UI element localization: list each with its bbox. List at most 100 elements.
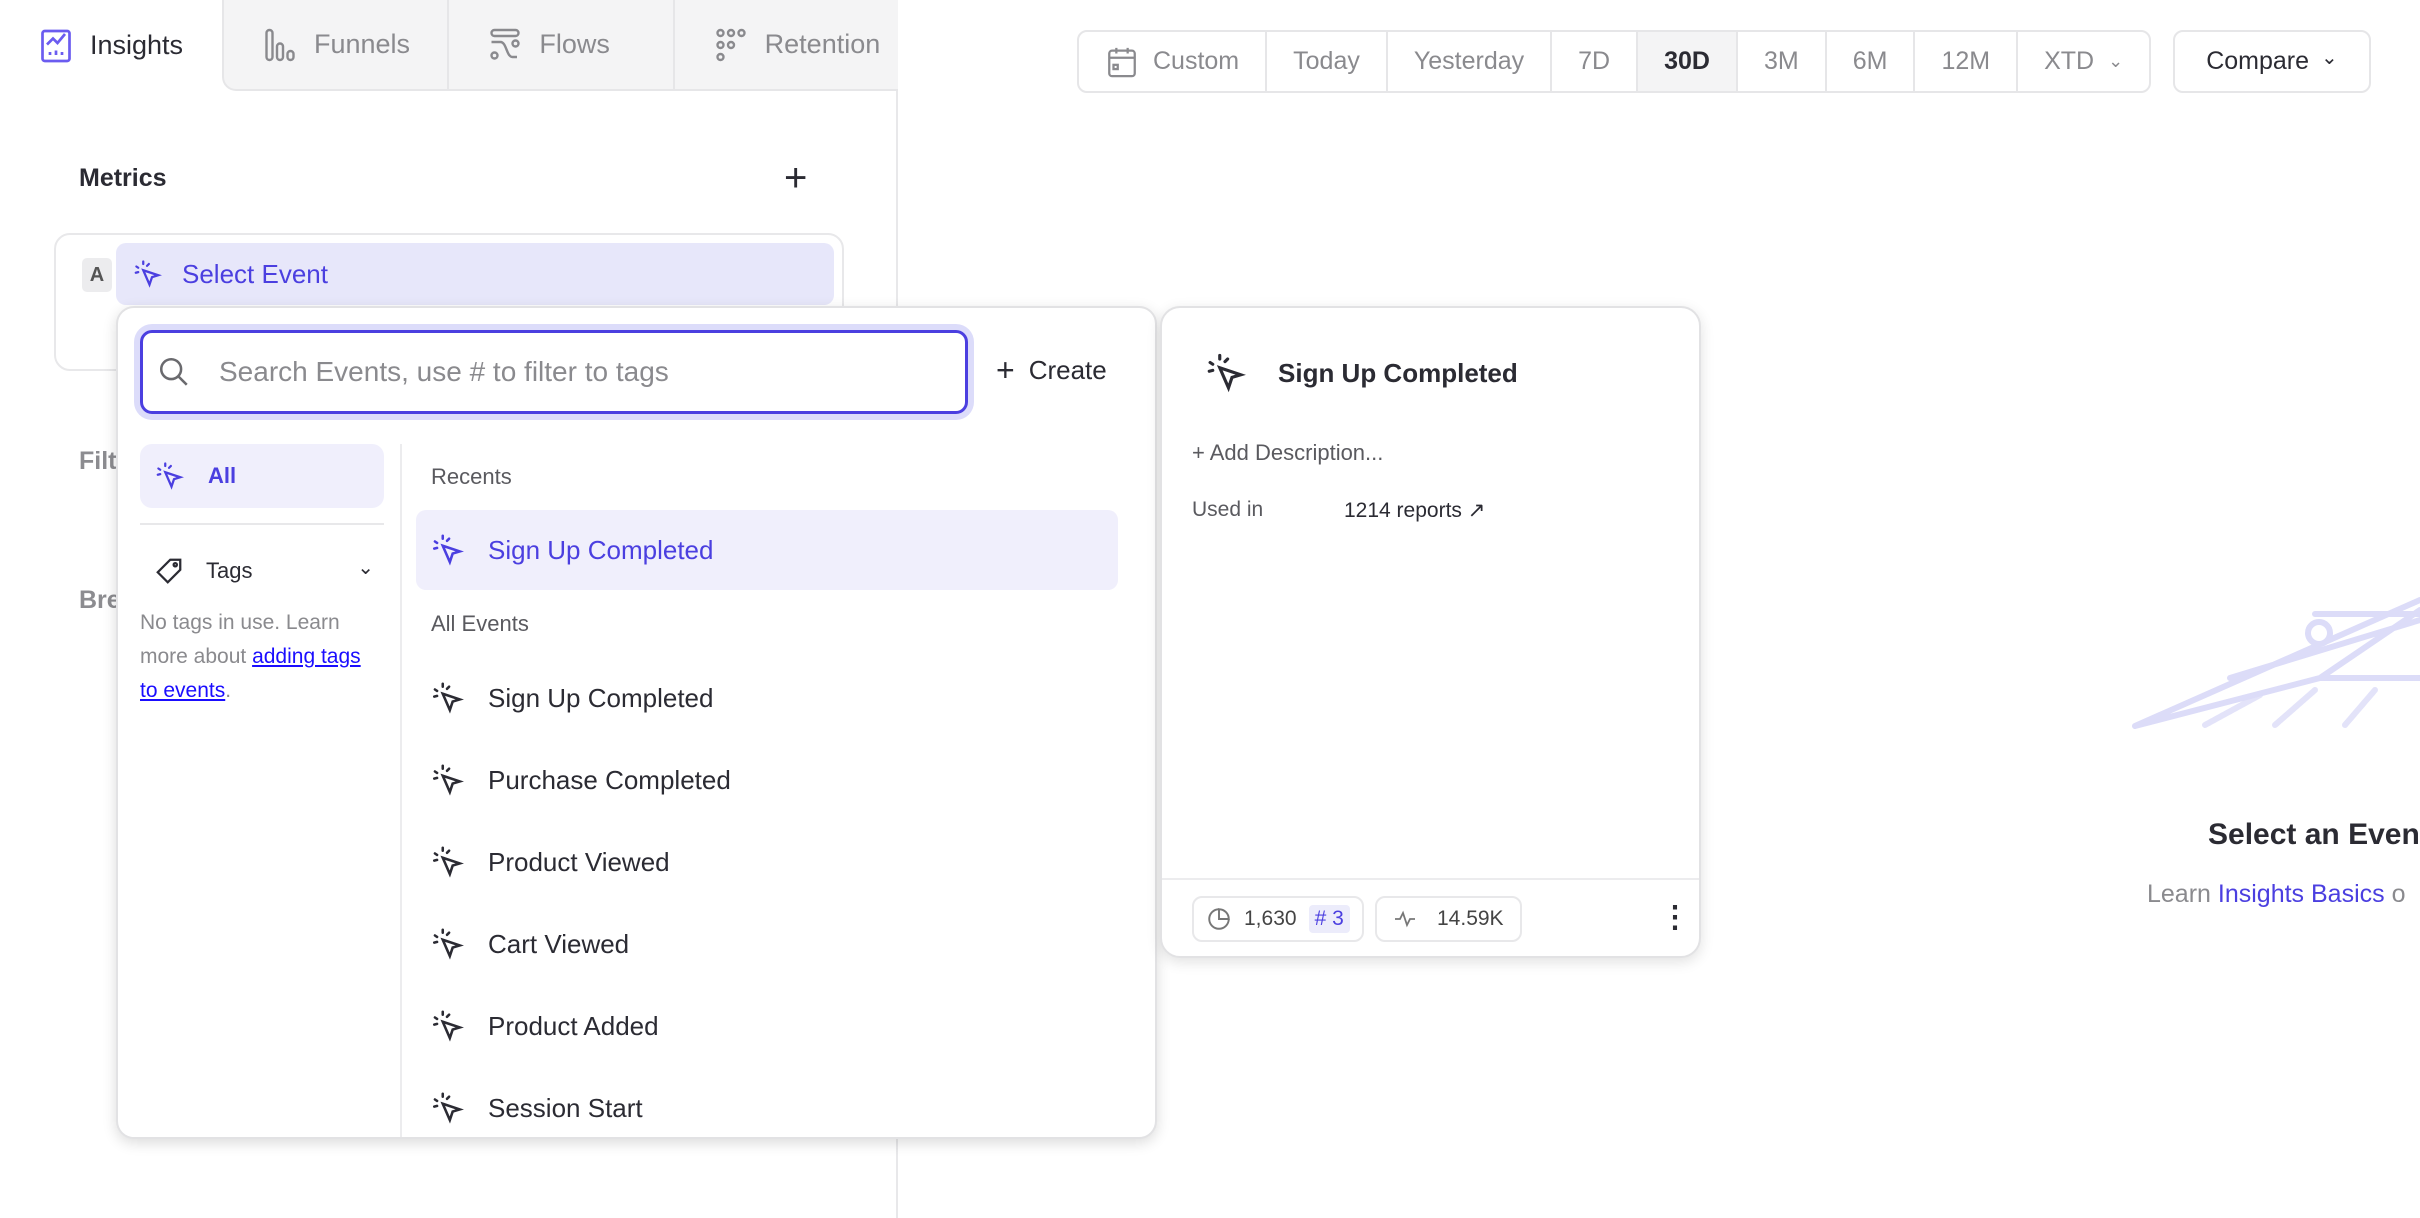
category-label: Tags	[206, 558, 253, 583]
cursor-click-icon	[432, 764, 464, 796]
event-name: Product Added	[488, 1010, 659, 1041]
calendar-icon	[1108, 47, 1136, 77]
rank-badge: # 3	[1308, 905, 1350, 933]
cursor-click-icon	[432, 1010, 464, 1042]
empty-state-help: Learn Insights Basics o	[2147, 880, 2406, 909]
chevron-down-icon: ⌄	[2321, 47, 2338, 69]
select-event-label: Select Event	[182, 258, 328, 289]
tab-insights[interactable]: Insights	[0, 0, 222, 91]
event-name: Sign Up Completed	[488, 534, 714, 565]
cursor-click-icon	[1207, 353, 1246, 393]
plus-icon: +	[996, 352, 1015, 388]
empty-state-illustration	[2132, 597, 2420, 729]
insights-chart-icon	[41, 29, 71, 62]
date-option-custom[interactable]: Custom	[1079, 32, 1265, 91]
chevron-down-icon: ⌄	[2108, 51, 2124, 71]
event-item[interactable]: Cart Viewed	[416, 904, 1118, 984]
date-option-3m[interactable]: 3M	[1735, 32, 1825, 91]
tab-label: Insights	[90, 30, 184, 60]
recents-label: Recents	[431, 464, 512, 489]
learn-text: Learn	[2147, 880, 2218, 908]
event-volume: 14.59K	[1437, 907, 1504, 930]
tags-help-period: .	[225, 679, 232, 702]
date-option-label: Custom	[1153, 47, 1240, 75]
cursor-click-icon	[432, 928, 464, 960]
event-item[interactable]: Purchase Completed	[416, 740, 1118, 820]
add-metric-button[interactable]: +	[784, 156, 808, 200]
insights-basics-link[interactable]: Insights Basics	[2217, 880, 2385, 908]
cursor-click-icon	[432, 1092, 464, 1124]
create-event-button[interactable]: + Create	[996, 352, 1107, 389]
metrics-heading: Metrics	[79, 164, 167, 192]
tab-flows[interactable]: Flows	[447, 0, 673, 91]
filters-heading: Filt	[79, 447, 117, 475]
event-picker-dropdown: + Create All Tags ⌄ No tags in use. Learn…	[116, 306, 1157, 1139]
date-option-today[interactable]: Today	[1265, 32, 1386, 91]
date-option-12m[interactable]: 12M	[1913, 32, 2016, 91]
add-description-button[interactable]: + Add Description...	[1192, 440, 1384, 465]
all-events-label: All Events	[431, 611, 529, 636]
select-event-button[interactable]: Select Event	[116, 243, 834, 305]
tags-help-text: No tags in use. Learn more about adding …	[140, 606, 370, 708]
event-search-input[interactable]	[219, 356, 919, 388]
event-detail-card: Sign Up Completed + Add Description... U…	[1160, 306, 1701, 958]
flows-icon	[490, 28, 521, 60]
used-in-label: Used in	[1192, 498, 1264, 521]
event-item[interactable]: Sign Up Completed	[416, 658, 1118, 738]
tab-label: Flows	[539, 29, 610, 59]
search-icon	[159, 357, 188, 386]
volume-pill: 14.59K	[1375, 896, 1522, 942]
date-option-yesterday[interactable]: Yesterday	[1385, 32, 1550, 91]
activity-icon	[1395, 910, 1415, 928]
divider	[1162, 878, 1699, 880]
used-in-reports-link[interactable]: 1214 reports ↗	[1344, 499, 1486, 522]
report-type-tabs: Insights Funnels Flows Retention	[0, 0, 898, 91]
event-name: Session Start	[488, 1092, 643, 1123]
event-name: Purchase Completed	[488, 764, 731, 795]
date-option-7d[interactable]: 7D	[1550, 32, 1636, 91]
cursor-click-icon	[432, 846, 464, 878]
compare-label: Compare	[2206, 47, 2310, 75]
date-option-xtd[interactable]: XTD ⌄	[2016, 32, 2149, 91]
event-name: Product Viewed	[488, 846, 670, 877]
divider	[400, 444, 402, 1137]
event-item[interactable]: Product Added	[416, 986, 1118, 1066]
date-range-picker: Custom Today Yesterday 7D 30D 3M 6M 12M …	[1077, 30, 2152, 93]
cursor-click-icon	[432, 534, 464, 566]
metric-letter-badge: A	[82, 258, 112, 292]
cursor-click-icon	[134, 260, 162, 288]
divider	[140, 523, 384, 525]
date-option-label: XTD	[2044, 47, 2095, 75]
tab-funnels[interactable]: Funnels	[222, 0, 448, 91]
users-count: 1,630	[1244, 907, 1297, 930]
category-tags[interactable]: Tags ⌄	[154, 556, 374, 586]
date-option-30d[interactable]: 30D	[1636, 32, 1736, 91]
compare-button[interactable]: Compare ⌄	[2173, 30, 2371, 93]
tab-label: Retention	[764, 29, 881, 59]
tag-icon	[156, 558, 182, 584]
tab-retention[interactable]: Retention	[672, 0, 898, 91]
recent-event-item[interactable]: Sign Up Completed	[416, 510, 1118, 590]
adding-tags-link[interactable]: adding tags to events	[140, 645, 361, 702]
pie-chart-icon	[1208, 908, 1230, 930]
event-search-field[interactable]	[140, 330, 968, 414]
retention-icon	[715, 28, 746, 61]
tags-help-copy: No tags in use. Learn more about	[140, 611, 340, 668]
date-option-6m[interactable]: 6M	[1824, 32, 1914, 91]
breakdown-heading: Bre	[79, 586, 121, 614]
create-label: Create	[1028, 355, 1107, 385]
more-options-icon[interactable]: ⋮	[1660, 901, 1690, 934]
event-item[interactable]: Session Start	[416, 1068, 1118, 1137]
event-name: Sign Up Completed	[488, 682, 714, 713]
event-name: Cart Viewed	[488, 928, 630, 959]
event-item[interactable]: Product Viewed	[416, 822, 1118, 902]
learn-suffix: o	[2384, 880, 2406, 908]
cursor-click-icon	[432, 682, 464, 714]
event-detail-title: Sign Up Completed	[1278, 358, 1518, 388]
tab-label: Funnels	[314, 29, 411, 59]
cursor-click-icon	[156, 462, 184, 490]
users-count-pill: 1,630 # 3	[1192, 896, 1364, 942]
category-all[interactable]: All	[140, 444, 384, 508]
funnels-icon	[265, 28, 295, 61]
empty-state-title: Select an Event	[2208, 818, 2420, 851]
